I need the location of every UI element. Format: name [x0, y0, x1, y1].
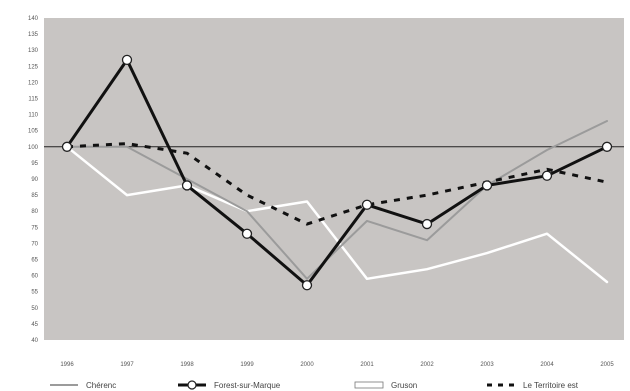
y-tick-label: 40 — [31, 338, 38, 344]
x-tick-label: 1996 — [60, 362, 74, 368]
x-tick-label: 2005 — [600, 362, 614, 368]
y-tick-label: 120 — [28, 80, 39, 86]
legend: Chérenc Forest-sur-Marque Gruson Le Territo… — [50, 380, 579, 390]
y-tick-label: 90 — [31, 177, 38, 183]
y-tick-label: 140 — [28, 16, 39, 22]
data-point-forest-sur-marque — [121, 54, 133, 66]
x-tick-label: 2000 — [300, 362, 314, 368]
series-line-forest-sur-marque — [65, 58, 609, 287]
data-point-forest-sur-marque — [181, 180, 193, 191]
y-tick-label: 80 — [31, 209, 38, 215]
series-layer — [61, 54, 613, 291]
y-tick-label: 50 — [31, 306, 38, 312]
legend-label-gruson: Gruson — [391, 381, 417, 390]
legend-swatch-gruson — [354, 381, 384, 389]
y-tick-label: 45 — [31, 322, 38, 328]
x-tick-label: 2001 — [360, 362, 374, 368]
x-tick-label: 1998 — [180, 362, 194, 368]
data-point-forest-sur-marque — [481, 180, 493, 191]
y-tick-label: 110 — [28, 113, 38, 119]
legend-label-forest-sur-marque: Forest-sur-Marque — [214, 381, 281, 390]
x-tick-label: 2004 — [540, 362, 554, 368]
data-point-forest-sur-marque — [241, 228, 253, 239]
y-tick-label: 95 — [31, 161, 38, 167]
y-tick-label: 125 — [28, 64, 39, 70]
data-point-forest-sur-marque — [301, 280, 313, 291]
y-tick-label: 105 — [28, 129, 39, 135]
legend-label-le-territoire-est: Le Territoire est — [523, 381, 579, 390]
series-line-cherenc — [66, 120, 608, 280]
y-tick-label: 100 — [28, 145, 39, 151]
data-point-forest-sur-marque — [421, 218, 433, 230]
y-tick-label: 75 — [31, 225, 38, 231]
data-point-forest-sur-marque — [361, 199, 373, 210]
y-tick-label: 135 — [28, 32, 39, 38]
x-tick-label: 2002 — [420, 362, 434, 368]
x-axis: 1996 1997 1998 1999 2000 2001 2002 2003 2004 2005 — [60, 362, 614, 368]
legend-label-cherenc: Chérenc — [86, 381, 116, 390]
x-tick-label: 1997 — [120, 362, 134, 368]
x-tick-label: 1999 — [240, 362, 254, 368]
data-point-forest-sur-marque — [601, 141, 613, 152]
y-tick-label: 60 — [31, 274, 38, 280]
data-point-forest-sur-marque — [541, 170, 553, 181]
y-tick-label: 85 — [31, 193, 38, 199]
y-tick-label: 55 — [31, 290, 38, 296]
y-tick-label: 115 — [28, 97, 38, 103]
y-tick-label: 70 — [31, 241, 38, 247]
series-line-gruson — [65, 145, 609, 284]
x-tick-label: 2003 — [480, 362, 494, 368]
legend-marker-forest-sur-marque — [187, 380, 197, 390]
data-point-forest-sur-marque — [61, 141, 73, 152]
y-tick-label: 130 — [28, 48, 39, 54]
y-axis: 40 45 50 55 60 65 70 75 80 85 90 95 100 105 110 115 120 1… — [28, 16, 39, 344]
y-tick-label: 65 — [31, 258, 38, 264]
